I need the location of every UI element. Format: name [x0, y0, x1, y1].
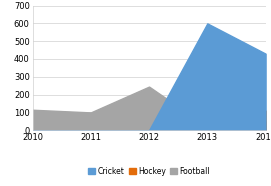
Legend: Cricket, Hockey, Football: Cricket, Hockey, Football [85, 164, 213, 179]
